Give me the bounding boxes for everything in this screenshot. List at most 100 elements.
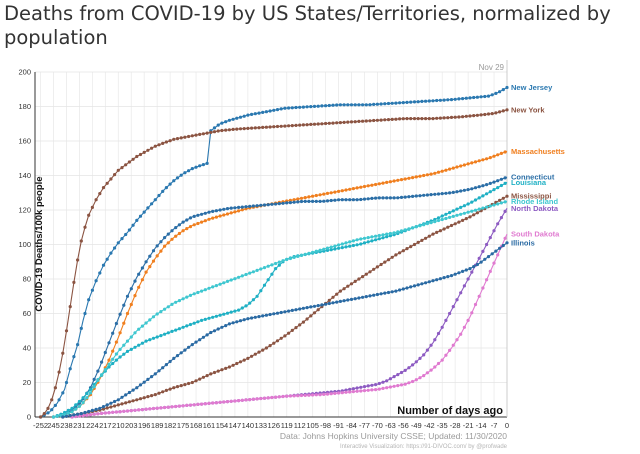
data-point: [153, 198, 157, 202]
data-point: [416, 240, 420, 244]
data-point: [485, 157, 489, 161]
data-point: [429, 193, 433, 197]
data-point: [133, 345, 137, 349]
data-point: [296, 254, 300, 258]
data-point: [135, 218, 139, 222]
data-point: [253, 315, 257, 319]
data-point: [200, 289, 204, 293]
data-point: [416, 283, 420, 287]
data-point: [499, 183, 503, 188]
data-point: [157, 193, 161, 198]
data-point: [501, 109, 505, 113]
data-point: [235, 116, 239, 120]
data-point: [366, 197, 370, 201]
data-point: [433, 171, 437, 175]
data-point: [81, 400, 85, 405]
data-point: [425, 222, 429, 226]
data-point: [166, 405, 170, 409]
data-point: [129, 409, 133, 413]
data-point: [122, 409, 126, 413]
data-point: [399, 195, 404, 199]
x-tick-label: 196: [138, 421, 151, 430]
data-point: [449, 223, 454, 228]
data-point: [427, 99, 431, 103]
data-point: [240, 208, 244, 212]
data-point: [285, 257, 289, 262]
data-point: [488, 156, 492, 160]
data-point: [464, 268, 468, 272]
data-point: [225, 311, 230, 315]
data-point: [114, 352, 118, 356]
x-tick-label: -21: [463, 421, 474, 430]
data-point: [399, 383, 404, 387]
data-point: [264, 313, 268, 317]
data-point: [379, 292, 383, 296]
data-point: [90, 408, 94, 412]
data-point: [198, 338, 202, 342]
data-point: [155, 406, 159, 410]
data-point: [181, 325, 185, 329]
data-point: [127, 228, 131, 232]
data-point: [494, 249, 498, 253]
data-point: [372, 293, 376, 297]
x-axis-label: Number of days ago: [397, 405, 503, 417]
data-point: [207, 316, 211, 320]
data-point: [192, 321, 196, 325]
data-point: [237, 308, 241, 312]
data-point: [222, 400, 226, 404]
data-point: [288, 256, 292, 261]
data-point: [237, 399, 241, 403]
data-point: [485, 192, 489, 196]
x-tick-label: 210: [112, 421, 125, 430]
data-point: [503, 181, 507, 185]
data-point: [177, 223, 181, 227]
data-point: [96, 369, 100, 373]
data-point: [470, 209, 474, 213]
data-point: [92, 385, 96, 389]
data-point: [214, 314, 218, 318]
data-point: [338, 121, 342, 125]
data-point: [457, 220, 461, 224]
data-point: [279, 310, 283, 315]
data-point: [457, 97, 461, 101]
data-point: [287, 309, 291, 313]
data-point: [142, 380, 146, 384]
data-point: [422, 374, 426, 378]
data-point: [281, 394, 285, 399]
data-point: [499, 201, 503, 205]
data-point: [420, 99, 424, 103]
data-point: [407, 195, 411, 199]
data-point: [237, 205, 241, 209]
data-point: [98, 406, 102, 410]
data-point: [457, 115, 461, 119]
data-point: [431, 117, 435, 121]
data-point: [448, 348, 452, 352]
data-point: [346, 298, 350, 302]
data-point: [70, 406, 74, 410]
data-point: [405, 247, 409, 251]
data-point: [88, 391, 93, 395]
data-point: [451, 305, 455, 309]
data-point: [472, 95, 476, 100]
data-point: [255, 397, 259, 401]
data-point: [372, 102, 376, 106]
data-point: [94, 198, 98, 202]
data-point: [113, 399, 117, 404]
data-point: [409, 100, 413, 104]
data-point: [157, 143, 161, 147]
data-point: [435, 278, 439, 282]
data-point: [392, 179, 396, 183]
data-point: [233, 210, 237, 214]
data-point: [105, 403, 109, 407]
data-point: [348, 244, 352, 248]
x-tick-label: 231: [73, 421, 86, 430]
data-point: [494, 111, 498, 115]
data-point: [74, 403, 78, 407]
data-point: [312, 122, 317, 126]
data-point: [185, 227, 189, 231]
data-point: [83, 410, 87, 415]
data-point: [438, 277, 442, 281]
data-point: [240, 205, 244, 209]
data-point: [327, 298, 331, 302]
data-point: [207, 217, 211, 221]
